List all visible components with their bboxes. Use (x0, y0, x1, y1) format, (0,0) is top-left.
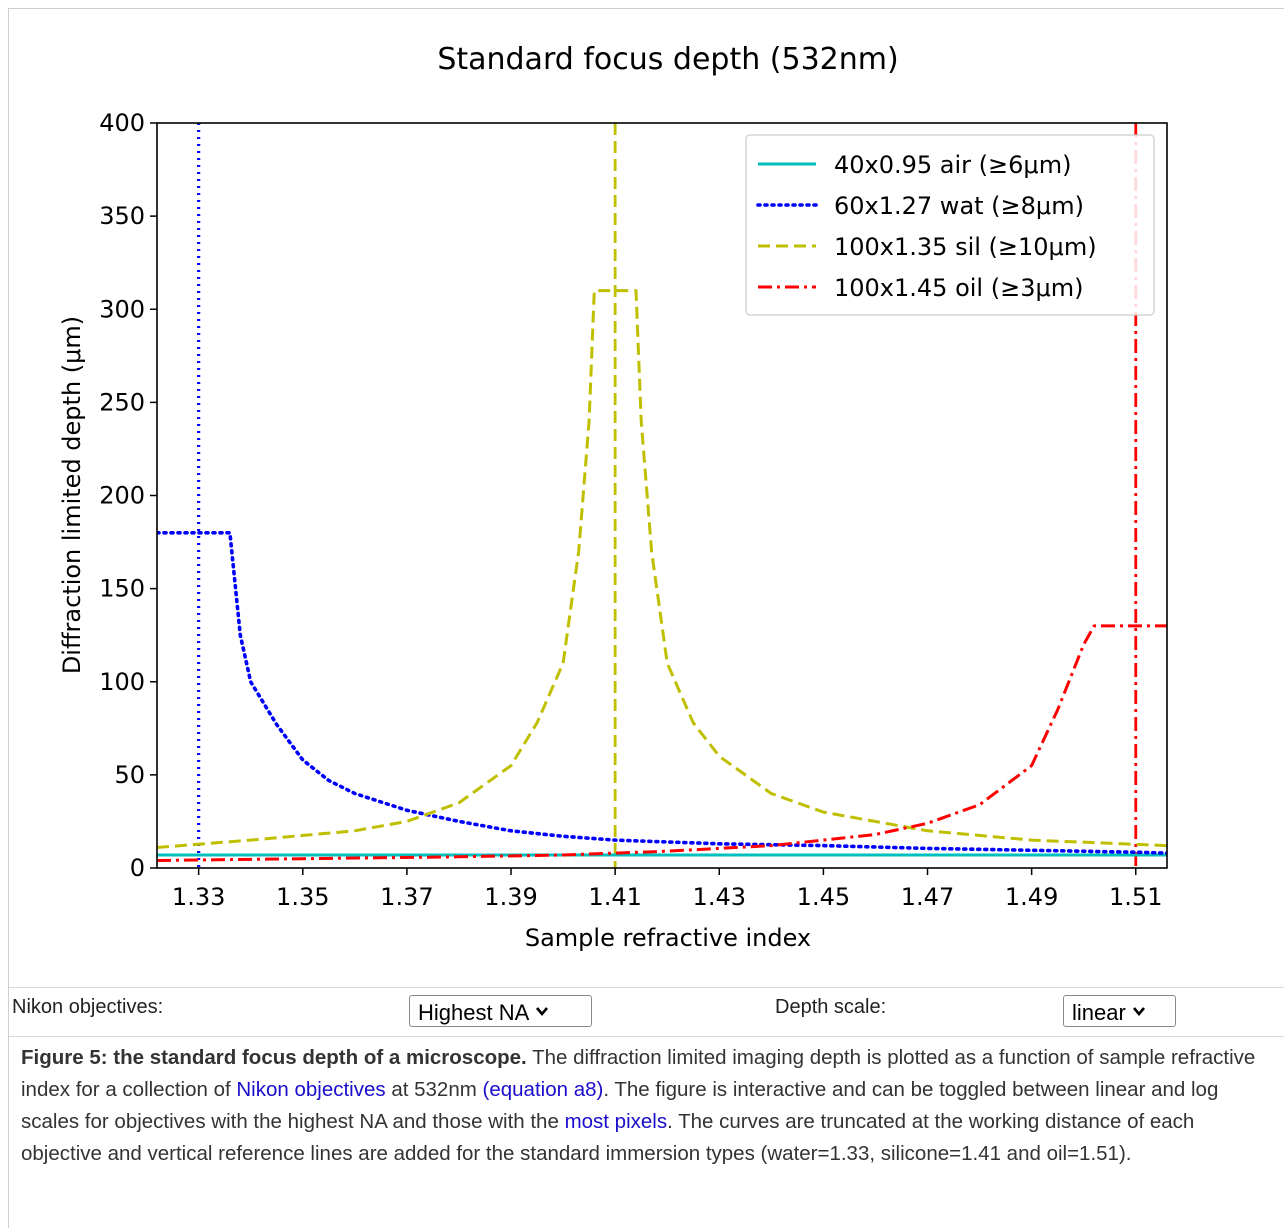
x-tick-label: 1.47 (901, 883, 954, 911)
chart-title: Standard focus depth (532nm) (437, 42, 898, 77)
series-line-3 (157, 289, 1167, 849)
caption-text-1: The diffraction limited imaging depth is… (21, 1046, 1256, 1101)
y-tick-label: 50 (114, 761, 145, 789)
figure-frame (8, 8, 1284, 1228)
legend-entry-label: 100x1.45 oil (≥3μm) (834, 274, 1083, 302)
x-tick-label: 1.43 (693, 883, 746, 911)
series-line-2 (157, 530, 1167, 855)
y-tick-label: 350 (99, 202, 145, 230)
caption-text-4: . The curves are truncated at the workin… (21, 1110, 1195, 1165)
depth-scale-label: Depth scale: (775, 996, 887, 1018)
depth-scale-select-value: linear (1072, 1000, 1126, 1025)
x-tick-label: 1.41 (588, 883, 641, 911)
x-tick-label: 1.33 (172, 883, 225, 911)
x-tick-label: 1.37 (380, 883, 433, 911)
legend-box (745, 134, 1155, 316)
legend-entry-label: 60x1.27 wat (≥8μm) (834, 192, 1084, 220)
y-axis-label: Diffraction limited depth (μm) (58, 316, 86, 674)
x-tick-label: 1.49 (1005, 883, 1058, 911)
caption-title: Figure 5: the standard focus depth of a … (21, 1046, 527, 1069)
chart-controls: Nikon objectives: Highest NA Depth scale… (9, 987, 1284, 1037)
y-tick-label: 100 (99, 668, 145, 696)
legend-entry-label: 100x1.35 sil (≥10μm) (834, 233, 1097, 261)
chevron-down-icon (536, 1007, 549, 1017)
figure-caption: Figure 5: the standard focus depth of a … (21, 1042, 1271, 1170)
x-axis-label: Sample refractive index (525, 924, 811, 952)
caption-text-3: . The figure is interactive and can be t… (21, 1078, 1219, 1133)
focus-depth-chart: Standard focus depth (532nm) 1.33 1.35 1.3… (58, 42, 1168, 952)
objectives-select[interactable]: Highest NA (409, 995, 592, 1027)
objectives-label: Nikon objectives: (12, 996, 164, 1018)
x-tick-label: 1.35 (276, 883, 329, 911)
objectives-select-value: Highest NA (418, 1000, 530, 1025)
legend-entry-label: 40x0.95 air (≥6μm) (834, 151, 1071, 179)
chart-legend: 40x0.95 air (≥6μm) 60x1.27 wat (≥8μm) 100x… (745, 134, 1155, 316)
series-line-4 (157, 624, 1167, 862)
nikon-objectives-link[interactable]: Nikon objectives (236, 1078, 386, 1101)
chevron-down-icon (1132, 1007, 1145, 1017)
y-tick-label: 300 (99, 295, 145, 323)
y-tick-label: 400 (99, 109, 145, 137)
y-tick-label: 150 (99, 575, 145, 603)
depth-scale-select[interactable]: linear (1063, 995, 1176, 1027)
equation-a8-link[interactable]: (equation a8) (482, 1078, 604, 1101)
y-tick-label: 250 (99, 388, 145, 416)
most-pixels-link[interactable]: most pixels (564, 1110, 668, 1133)
y-tick-label: 200 (99, 482, 145, 510)
caption-text-2: at 532nm (385, 1078, 483, 1101)
x-tick-label: 1.45 (797, 883, 850, 911)
x-tick-label: 1.51 (1109, 883, 1162, 911)
x-tick-label: 1.39 (484, 883, 537, 911)
y-tick-label: 0 (130, 854, 145, 882)
